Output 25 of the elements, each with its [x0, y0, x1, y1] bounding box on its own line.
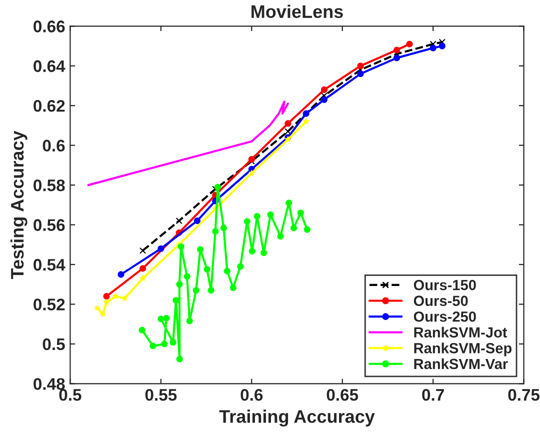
y-tick-label: 0.5: [42, 338, 65, 350]
y-tick-label: 0.54: [34, 258, 66, 271]
x-tick-label: 0.75: [508, 388, 540, 401]
y-tick-label: 0.58: [34, 179, 65, 192]
y-tick-label: 0.62: [34, 100, 65, 112]
y-axis-title: Testing Accuracy: [10, 130, 28, 279]
legend-label: Ours-250: [414, 311, 476, 322]
y-tick-label: 0.48: [34, 378, 65, 390]
chart-title: MovieLens: [252, 4, 343, 18]
x-tick-label: 0.6: [240, 388, 263, 401]
y-tick-label: 0.52: [34, 298, 65, 310]
x-tick-label: 0.5: [59, 388, 82, 401]
x-axis-title: Training Accuracy: [219, 410, 375, 427]
legend-label: RankSVM-Sep: [414, 342, 512, 356]
x-tick-label: 0.55: [145, 388, 177, 401]
legend-label: Ours-150: [414, 280, 476, 290]
x-tick-label: 0.65: [326, 388, 358, 401]
y-tick-label: 0.66: [34, 20, 65, 32]
legend-label: RankSVM-Var: [414, 358, 508, 370]
x-tick-label: 0.7: [422, 388, 444, 401]
legend-label: RankSVM-Jot: [414, 326, 508, 338]
y-tick-label: 0.64: [34, 60, 66, 72]
y-tick-label: 0.56: [34, 219, 65, 231]
y-tick-label: 0.6: [42, 140, 65, 152]
legend-label: Ours-50: [414, 296, 468, 306]
